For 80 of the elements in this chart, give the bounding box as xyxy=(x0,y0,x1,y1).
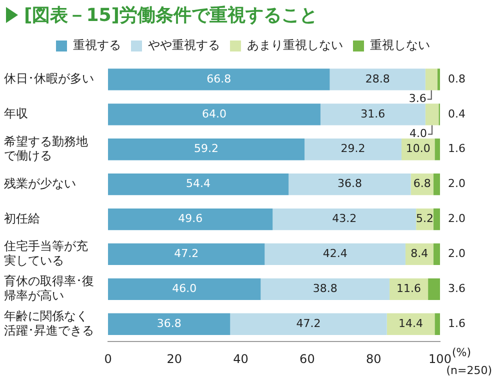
data-label: 36.8 xyxy=(156,316,182,330)
bar xyxy=(304,138,402,160)
y-tick-label: 残業が少ない xyxy=(4,176,76,190)
x-tick-label: 40 xyxy=(233,352,248,366)
bar xyxy=(434,138,440,160)
y-tick-label: 休日･休暇が多い xyxy=(4,72,94,86)
data-label: 43.2 xyxy=(332,212,357,226)
text: (n=250) xyxy=(446,364,492,377)
bar xyxy=(288,173,411,196)
bar xyxy=(108,173,289,196)
x-axis-title: (%) xyxy=(452,346,472,359)
data-label: 47.2 xyxy=(174,247,199,260)
bar xyxy=(386,313,435,335)
y-tick-label: 初任給 xyxy=(4,211,40,226)
data-label: 31.6 xyxy=(360,107,386,120)
x-tick-label: 60 xyxy=(300,352,315,366)
bar xyxy=(437,68,440,90)
data-label: 0.8 xyxy=(448,72,466,86)
legend-label: あまり重視しない xyxy=(247,38,343,52)
data-label: 0.4 xyxy=(448,107,466,120)
bar xyxy=(264,243,406,266)
bar xyxy=(108,278,261,300)
bar xyxy=(108,208,273,230)
bar xyxy=(108,138,305,160)
data-label: 46.0 xyxy=(172,282,197,296)
data-label: 3.6 xyxy=(408,92,426,106)
data-label: 1.6 xyxy=(448,316,466,330)
bar xyxy=(108,68,330,90)
bar xyxy=(425,68,438,90)
data-label: 14.4 xyxy=(398,316,424,330)
x-tick-label: 80 xyxy=(366,352,382,366)
data-label: 38.8 xyxy=(312,282,338,296)
bar xyxy=(428,278,440,300)
y-tick-label: 育休の取得率･復帰率が高い xyxy=(4,274,94,302)
data-label: 6.8 xyxy=(413,177,431,190)
bar xyxy=(108,104,320,126)
data-label: 11.6 xyxy=(396,282,422,296)
data-label: 59.2 xyxy=(194,142,219,156)
data-label: 54.4 xyxy=(186,177,211,190)
data-label: 2.0 xyxy=(448,177,466,190)
data-label: 64.0 xyxy=(202,107,226,120)
data-label: 28.8 xyxy=(365,72,390,86)
x-tick-label: 20 xyxy=(166,352,182,366)
legend-label: やや重視する xyxy=(148,38,220,52)
data-label: 1.6 xyxy=(448,142,466,156)
data-label: 5.2 xyxy=(416,212,434,226)
data-label: 47.2 xyxy=(296,316,321,330)
x-tick-label: 0 xyxy=(104,352,112,366)
data-label: 2.0 xyxy=(448,247,466,260)
x-tick-label: 100 xyxy=(428,352,452,366)
bar xyxy=(330,68,426,90)
data-label: 2.0 xyxy=(448,212,466,226)
y-tick-label: 年齢に関係なく活躍･昇進できる xyxy=(4,309,94,338)
chart-title: [図表－15]労働条件で重視すること xyxy=(24,4,318,27)
y-tick-label: 年収 xyxy=(4,106,28,121)
data-label: 49.6 xyxy=(178,212,203,226)
data-label: 4.0 xyxy=(410,127,428,140)
bar xyxy=(260,278,390,300)
bar xyxy=(230,313,387,335)
data-label: 29.2 xyxy=(340,142,366,156)
y-tick-label: 希望する勤務地で働ける xyxy=(4,134,88,163)
bar xyxy=(433,173,440,196)
bar xyxy=(433,243,440,266)
data-label: 10.0 xyxy=(406,142,430,156)
legend-label: 重視する xyxy=(73,38,121,52)
bar xyxy=(272,208,416,230)
bar xyxy=(433,208,440,230)
data-label: 66.8 xyxy=(206,72,232,86)
data-label: 42.4 xyxy=(322,247,348,260)
bar xyxy=(320,104,426,126)
data-label: 3.6 xyxy=(448,282,466,296)
bar xyxy=(425,104,439,126)
bar xyxy=(390,278,428,300)
bar xyxy=(108,313,230,335)
data-label: 8.4 xyxy=(410,247,428,260)
legend-label: 重視しない xyxy=(370,38,430,52)
bar xyxy=(108,243,265,266)
y-tick-label: 住宅手当等が充実している xyxy=(3,239,88,268)
data-label: 36.8 xyxy=(337,177,362,190)
bar xyxy=(434,313,440,335)
